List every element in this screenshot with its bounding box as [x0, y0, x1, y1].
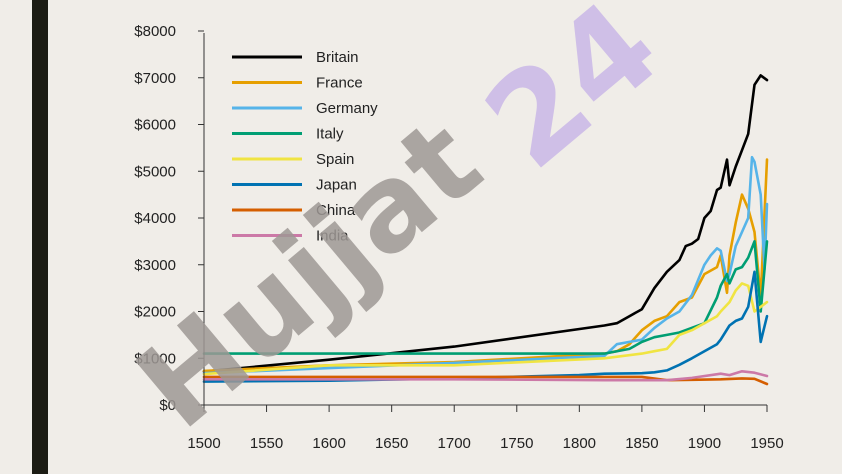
watermark-layer: Hujjat 24: [111, 0, 686, 455]
axes-layer: $0 $1000 $2000 $3000 $4000 $5000 $6000 $7000 $80…: [134, 23, 783, 452]
y-tick-label: $1000: [134, 350, 176, 367]
legend-item-france: France: [232, 75, 363, 92]
x-tick-label: 1900: [688, 435, 721, 452]
legend-item-italy: Italy: [232, 126, 344, 143]
legend-item-japan: Japan: [232, 177, 357, 194]
series-line-germany: [202, 155, 769, 375]
legend-label: France: [316, 75, 363, 92]
y-tick-label: $3000: [134, 257, 176, 274]
series-line-india: [202, 370, 769, 382]
y-tick-label: $4000: [134, 210, 176, 227]
legend-item-india: India: [232, 228, 349, 245]
x-tick-label: 1650: [375, 435, 408, 452]
legend-label: China: [316, 202, 356, 219]
legend-label: India: [316, 228, 349, 245]
watermark-24: 24: [459, 0, 685, 197]
y-tick-label: $8000: [134, 23, 176, 40]
series-layer: [202, 74, 769, 386]
x-tick-label: 1800: [563, 435, 596, 452]
y-tick-label: $2000: [134, 304, 176, 321]
series-line-spain: [202, 282, 769, 376]
legend-item-spain: Spain: [232, 151, 354, 168]
legend-label: Germany: [316, 100, 378, 117]
legend-item-britain: Britain: [232, 49, 359, 66]
legend-item-germany: Germany: [232, 100, 378, 117]
y-tick-label: $5000: [134, 163, 176, 180]
x-tick-label: 1850: [625, 435, 658, 452]
x-tick-label: 1700: [438, 435, 471, 452]
legend-label: Spain: [316, 151, 354, 168]
legend: Britain France Germany Italy Spain Japan China…: [232, 49, 378, 245]
x-tick-label: 1550: [250, 435, 283, 452]
series-line-japan: [202, 270, 769, 383]
y-tick-label: $7000: [134, 70, 176, 87]
legend-label: Britain: [316, 49, 359, 66]
x-tick-label: 1950: [750, 435, 783, 452]
y-tick-label: $0: [159, 397, 176, 414]
y-tick-label: $6000: [134, 117, 176, 134]
x-tick-label: 1750: [500, 435, 533, 452]
legend-label: Japan: [316, 177, 357, 194]
x-tick-label: 1500: [187, 435, 220, 452]
left-edge-bar: [32, 0, 48, 474]
legend-label: Italy: [316, 126, 344, 143]
series-line-britain: [202, 74, 769, 373]
legend-item-china: China: [232, 202, 356, 219]
x-tick-label: 1600: [312, 435, 345, 452]
